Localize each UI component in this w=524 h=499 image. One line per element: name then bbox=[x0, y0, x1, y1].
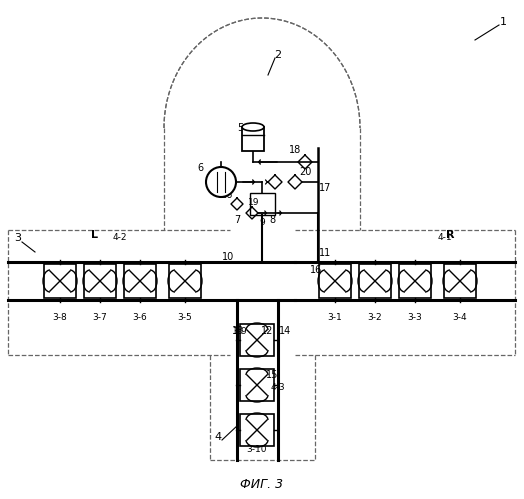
Text: 12: 12 bbox=[261, 326, 273, 336]
Text: ФИГ. 3: ФИГ. 3 bbox=[241, 478, 283, 491]
Bar bbox=[319, 264, 351, 298]
Bar bbox=[124, 264, 156, 298]
Bar bbox=[444, 264, 476, 298]
Text: R: R bbox=[446, 230, 454, 240]
Text: 19: 19 bbox=[248, 198, 260, 207]
Text: 26: 26 bbox=[220, 190, 232, 200]
Text: 3-8: 3-8 bbox=[52, 313, 68, 322]
Text: 5: 5 bbox=[237, 123, 243, 133]
Text: 16: 16 bbox=[310, 265, 322, 275]
Text: 4-2: 4-2 bbox=[113, 233, 127, 242]
Bar bbox=[169, 264, 201, 298]
Text: 3-7: 3-7 bbox=[93, 313, 107, 322]
Text: P: P bbox=[217, 177, 225, 187]
Bar bbox=[240, 324, 274, 356]
Text: 3-10: 3-10 bbox=[247, 446, 267, 455]
Circle shape bbox=[206, 167, 236, 197]
Text: 3-4: 3-4 bbox=[453, 313, 467, 322]
Text: 11: 11 bbox=[319, 248, 331, 258]
Text: 4: 4 bbox=[214, 432, 222, 442]
Text: 6: 6 bbox=[197, 163, 203, 173]
Bar bbox=[240, 414, 274, 446]
Text: 3-3: 3-3 bbox=[408, 313, 422, 322]
Bar bbox=[240, 369, 274, 401]
Text: 1: 1 bbox=[499, 17, 507, 27]
Text: 15: 15 bbox=[266, 370, 278, 380]
Text: 4-3: 4-3 bbox=[271, 384, 285, 393]
Bar bbox=[359, 264, 391, 298]
Text: 8: 8 bbox=[269, 215, 275, 225]
Text: 3-6: 3-6 bbox=[133, 313, 147, 322]
Text: 20: 20 bbox=[299, 167, 311, 177]
Text: 3-9: 3-9 bbox=[233, 327, 247, 336]
Text: 10: 10 bbox=[222, 252, 234, 262]
Bar bbox=[44, 264, 76, 298]
Text: 17: 17 bbox=[319, 183, 331, 193]
Bar bbox=[399, 264, 431, 298]
Text: 3-5: 3-5 bbox=[178, 313, 192, 322]
Text: 2: 2 bbox=[275, 50, 281, 60]
Text: 4-1: 4-1 bbox=[438, 233, 452, 242]
Bar bbox=[84, 264, 116, 298]
Text: 18: 18 bbox=[289, 145, 301, 155]
Text: 3: 3 bbox=[15, 233, 21, 243]
Text: 3-2: 3-2 bbox=[368, 313, 383, 322]
Text: 7: 7 bbox=[234, 215, 240, 225]
Text: 14: 14 bbox=[279, 326, 291, 336]
Text: 13: 13 bbox=[232, 326, 244, 336]
Text: L: L bbox=[92, 230, 99, 240]
Text: 9: 9 bbox=[259, 218, 265, 227]
Bar bbox=[242, 127, 264, 151]
Ellipse shape bbox=[242, 123, 264, 131]
Bar bbox=[250, 193, 275, 215]
Text: 3-1: 3-1 bbox=[328, 313, 342, 322]
